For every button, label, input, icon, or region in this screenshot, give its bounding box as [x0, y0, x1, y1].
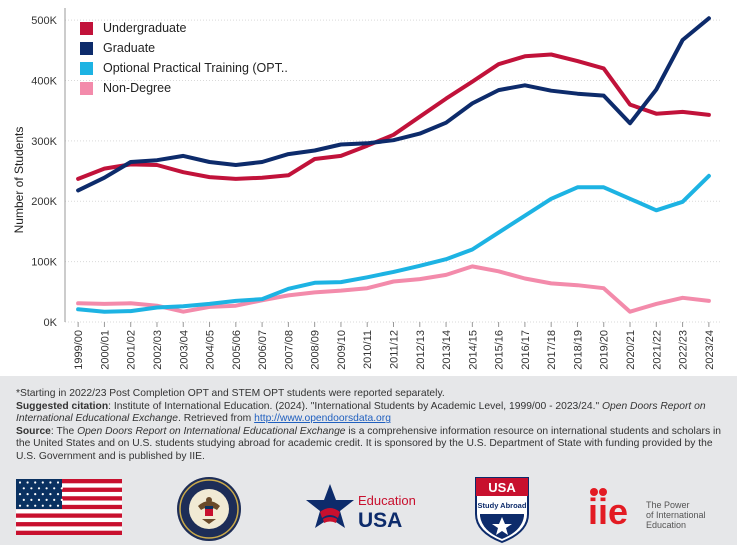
- y-tick-label: 300K: [31, 136, 57, 148]
- x-tick-label: 2008/09: [310, 330, 322, 370]
- citation-italic: Open Doors Report on International Educa…: [16, 400, 706, 425]
- legend-label: Undergraduate: [103, 21, 187, 35]
- legend-item: Optional Practical Training (OPT..: [80, 58, 288, 78]
- iie-tagline-3: Education: [646, 520, 686, 530]
- star-icon: [492, 517, 512, 535]
- citation-retrieved: . Retrieved from: [178, 413, 255, 425]
- chart-panel: 0K 100K 200K 300K 400K 500K Number of Students…: [0, 0, 737, 376]
- x-tick-label: 2020/21: [625, 330, 637, 370]
- x-tick-label: 2001/02: [126, 330, 138, 370]
- citation-link[interactable]: http://www.opendoorsdata.org: [254, 413, 391, 425]
- x-tick-label: 2023/24: [704, 330, 716, 370]
- citation-text: : Institute of International Education. …: [108, 400, 602, 412]
- x-tick-label: 2013/14: [441, 330, 453, 370]
- x-tick-label: 2000/01: [99, 330, 111, 370]
- x-tick-label: 2009/10: [336, 330, 348, 370]
- education-usa-line2: USA: [358, 509, 402, 532]
- iie-mark: iie: [588, 491, 628, 532]
- source-text: is a comprehensive information resource …: [16, 425, 722, 462]
- y-tick-label: 400K: [31, 75, 57, 87]
- iie-logo: iie The Power of International Education: [588, 488, 706, 532]
- iie-tagline-1: The Power: [646, 500, 690, 510]
- x-tick-label: 2002/03: [152, 330, 164, 370]
- education-usa-logo: Education USA: [306, 484, 416, 532]
- series-line-undergraduate: [76, 52, 711, 181]
- legend-item: Graduate: [80, 38, 288, 58]
- education-usa-line1: Education: [358, 493, 416, 508]
- series-line-non-degree: [76, 264, 711, 314]
- x-tick-label: 2011/12: [389, 330, 401, 369]
- x-tick-label: 2012/13: [415, 330, 427, 370]
- footnote: *Starting in 2022/23 Post Completion OPT…: [16, 388, 445, 399]
- series-line-optional-practical-training-opt: [76, 173, 711, 314]
- legend-label: Graduate: [103, 41, 156, 55]
- legend-item: Non-Degree: [80, 78, 288, 98]
- y-axis-title: Number of Students: [12, 127, 26, 234]
- x-tick-label: 1999/00: [73, 330, 85, 370]
- usa-study-abroad-bottom: Study Abroad: [478, 501, 527, 510]
- legend-label: Non-Degree: [103, 81, 172, 95]
- source-pre: : The: [50, 425, 78, 437]
- legend-swatch: [80, 41, 93, 55]
- legend-swatch: [80, 61, 93, 75]
- line-chart: 0K 100K 200K 300K 400K 500K Number of Students…: [12, 8, 722, 370]
- x-tick-label: 2018/19: [572, 330, 584, 370]
- x-tick-label: 2006/07: [257, 330, 269, 370]
- department-of-state-seal-icon: [177, 477, 241, 541]
- y-tick-label: 100K: [31, 257, 57, 269]
- chart-legend: Undergraduate Graduate Optional Practical …: [80, 18, 288, 98]
- y-tick-label: 200K: [31, 196, 57, 208]
- sponsor-logos: Education USA USA Study Abroad iie The P…: [0, 474, 737, 545]
- x-tick-label: 2015/16: [494, 330, 506, 370]
- source-note: Source: The Open Doors Report on Interna…: [16, 426, 722, 464]
- legend-swatch: [80, 21, 93, 35]
- source-italic: Open Doors Report on International Educa…: [77, 425, 346, 437]
- x-tick-label: 2021/22: [651, 330, 663, 370]
- citation-label: Suggested citation: [16, 400, 109, 412]
- star-icon: [306, 484, 354, 528]
- legend-label: Optional Practical Training (OPT..: [103, 61, 288, 75]
- x-tick-label: 2010/11: [362, 330, 374, 369]
- x-tick-label: 2016/17: [520, 330, 532, 370]
- us-flag-icon: [16, 479, 122, 535]
- source-label: Source: [16, 425, 51, 437]
- x-tick-label: 2004/05: [205, 330, 217, 370]
- x-tick-label: 2014/15: [467, 330, 479, 370]
- chart-notes: *Starting in 2022/23 Post Completion OPT…: [16, 388, 722, 464]
- series-line-graduate: [76, 16, 711, 193]
- x-tick-label: 2017/18: [546, 330, 558, 370]
- x-tick-label: 2019/20: [599, 330, 611, 370]
- x-tick-label: 2003/04: [178, 330, 190, 370]
- legend-item: Undergraduate: [80, 18, 288, 38]
- suggested-citation: Suggested citation: Institute of Interna…: [16, 401, 722, 426]
- y-tick-label: 0K: [44, 317, 58, 329]
- x-tick-label: 2005/06: [231, 330, 243, 370]
- usa-study-abroad-logo: USA Study Abroad: [475, 477, 529, 544]
- y-tick-label: 500K: [31, 15, 57, 27]
- legend-swatch: [80, 81, 93, 95]
- x-tick-label: 2022/23: [678, 330, 690, 370]
- x-tick-label: 2007/08: [283, 330, 295, 370]
- usa-study-abroad-top: USA: [488, 480, 516, 495]
- iie-tagline-2: of International: [646, 510, 706, 520]
